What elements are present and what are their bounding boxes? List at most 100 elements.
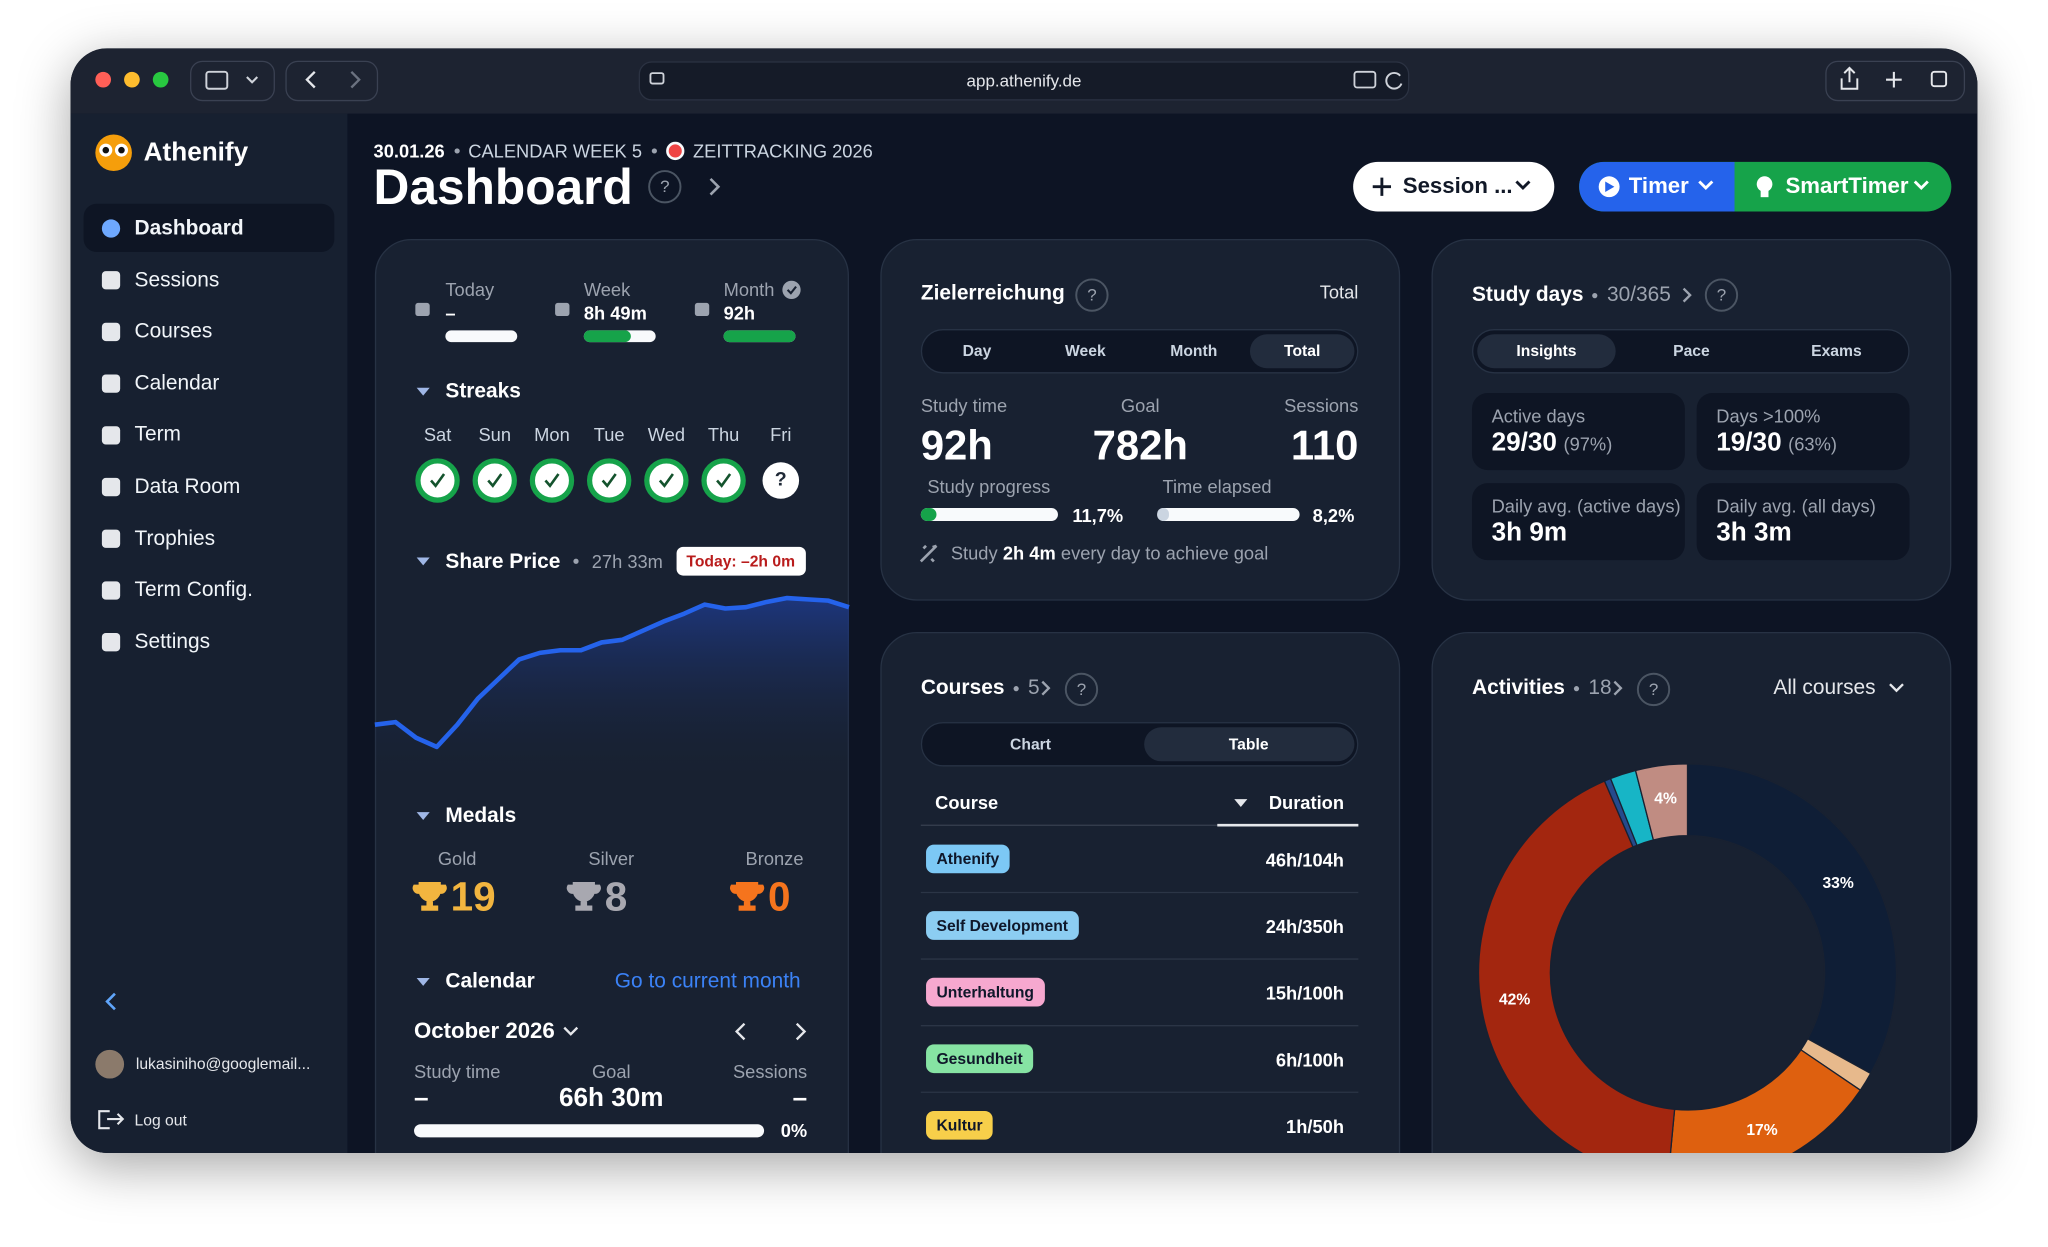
collapse-icon[interactable] [105,992,116,1011]
button-label[interactable]: Timer [1628,173,1689,199]
progress-fill [1157,507,1169,521]
button-label[interactable]: SmartTimer [1785,173,1909,199]
check-icon [782,280,801,300]
course-tag: Gesundheit [926,1044,1034,1074]
medal-count: 0 [767,874,791,920]
active-tab[interactable] [1249,334,1355,369]
calendar-icon [694,302,710,316]
text: Study days [1471,283,1584,307]
minimize-dot[interactable] [124,71,140,88]
period-label: Week [583,278,631,300]
avatar[interactable] [95,1049,125,1079]
help-icon[interactable] [1075,278,1109,312]
chevron-icon[interactable] [563,1026,579,1036]
text: every day to achieve goal [1060,542,1269,564]
nav-buttons[interactable] [285,60,379,102]
stat-label: Study time [920,395,1008,417]
nav-item[interactable]: Settings [134,630,211,654]
help-icon[interactable] [1064,672,1099,707]
nav-item[interactable]: Calendar [134,372,220,395]
sort-icon[interactable] [1234,799,1248,807]
slice-label: 42% [1499,991,1530,1008]
button-label[interactable]: Session ... [1402,173,1513,199]
back-icon[interactable] [305,70,316,89]
medal-label: Gold [437,848,477,870]
address-bar[interactable] [638,61,1410,101]
link[interactable]: Go to current month [614,970,801,993]
donut-slice [1477,780,1676,1153]
month-label[interactable]: October 2026 [414,1018,555,1044]
chevron-icon[interactable] [709,177,721,196]
trophy-icon [566,882,601,911]
collapse-triangle[interactable] [416,812,430,821]
separator-dot [1592,292,1598,298]
forward-icon[interactable] [350,70,361,89]
tab[interactable]: Total [1284,341,1321,361]
help-text[interactable]: ? [1716,284,1727,305]
card-title-row: Courses 5 [921,676,1040,701]
collapse-triangle[interactable] [416,387,430,396]
nav-item[interactable]: Dashboard [134,217,244,240]
timer-button-group[interactable] [1579,161,1952,212]
nav-icon [101,374,121,393]
help-text[interactable]: ? [1087,284,1097,305]
text: ZEITTRACKING 2026 [692,140,873,162]
logout[interactable]: Log out [134,1110,187,1130]
new-tab-icon[interactable] [1886,71,1902,88]
separator-dot [453,148,460,155]
share-icon[interactable] [1840,66,1859,90]
reload-icon[interactable] [1385,71,1403,90]
nav-item[interactable]: Sessions [134,268,220,292]
active-tab[interactable] [1143,727,1354,762]
tab[interactable]: Month [1170,341,1218,361]
tab[interactable]: Week [1065,341,1106,361]
streak-done [644,458,689,503]
help-icon[interactable] [1636,672,1671,707]
chevron-icon [1041,680,1051,696]
help-icon[interactable] [648,170,682,204]
page-icon [649,72,665,85]
tile-label: Days >100% [1716,405,1821,427]
active-tab[interactable] [1477,334,1616,369]
tile-label: Daily avg. (active days) [1491,495,1681,517]
chevron-icon[interactable] [1889,683,1904,693]
active-nav-highlight [83,203,335,253]
sidebar-toggle[interactable] [190,60,275,102]
zoom-dot[interactable] [152,71,169,88]
card-title-row: Activities 18 [1472,676,1612,701]
nav-item[interactable]: Trophies [134,527,216,550]
collapse-triangle[interactable] [416,978,430,986]
tabs-icon[interactable] [1930,70,1948,88]
stat-value: 66h 30m [558,1083,664,1113]
tab[interactable]: Day [962,341,992,361]
help-text[interactable]: ? [1076,679,1087,699]
translate-icon[interactable] [1353,70,1377,89]
nav-item[interactable]: Courses [134,320,213,343]
help-text[interactable]: ? [1648,679,1659,699]
help-text[interactable]: ? [660,176,670,197]
logout-icon[interactable] [98,1110,125,1130]
tab[interactable]: Insights [1516,341,1577,361]
slice-label: 17% [1746,1122,1777,1139]
collapse-triangle[interactable] [416,557,430,566]
tab[interactable]: Exams [1811,341,1862,361]
slice-label: 4% [1654,790,1677,807]
prev-month[interactable] [734,1022,746,1041]
help-icon[interactable] [1704,278,1739,312]
column-header[interactable]: Duration [1268,792,1344,813]
tile-value: 3h 3m [1716,517,1792,548]
separator-dot [573,558,579,565]
nav-item[interactable]: Term [134,424,181,447]
brand: Athenify [143,138,249,168]
nav-item[interactable]: Term Config. [134,579,253,602]
nav-item[interactable]: Data Room [134,475,241,499]
progress-fill [583,330,631,343]
filter[interactable]: All courses [1773,676,1876,700]
tab[interactable]: Table [1228,734,1269,754]
close-dot[interactable] [95,71,112,88]
text: CALENDAR WEEK 5 [468,140,643,162]
tab[interactable]: Chart [1010,734,1051,754]
next-month[interactable] [795,1022,807,1041]
tab[interactable]: Pace [1673,341,1710,361]
check-mark [658,473,674,488]
